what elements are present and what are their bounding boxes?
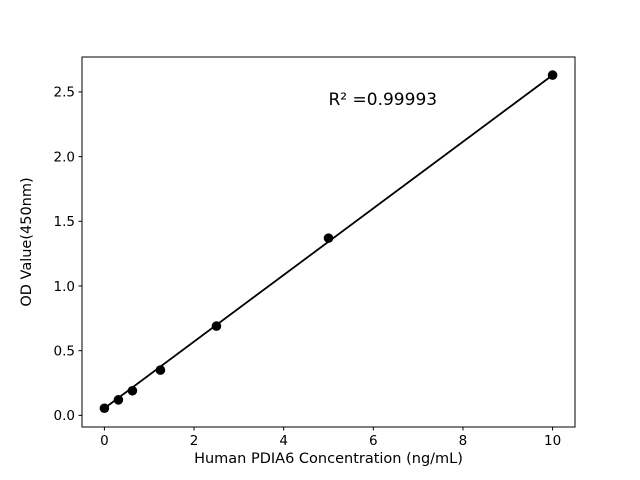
y-tick-label: 0.0 [54, 408, 75, 424]
y-tick-label: 1.0 [54, 279, 75, 295]
y-tick-label: 0.5 [54, 343, 75, 359]
x-tick-label: 4 [279, 433, 288, 449]
y-tick-label: 2.0 [54, 149, 75, 165]
x-tick-label: 6 [369, 433, 378, 449]
y-tick-label: 2.5 [54, 85, 75, 101]
data-point-marker [99, 403, 110, 414]
r-squared-annotation: R² =0.99993 [329, 90, 438, 110]
x-tick-label: 0 [100, 433, 109, 449]
x-tick-label: 10 [544, 433, 561, 449]
plot-layer: 0 2 4 6 8 10 0.0 0.5 1.0 1.5 2.0 2.5 [54, 56, 576, 449]
y-tick-label: 1.5 [54, 214, 75, 230]
data-point-marker [113, 395, 124, 405]
x-tick-label: 2 [190, 433, 199, 449]
data-point-marker [547, 70, 558, 80]
x-axis-label: Human PDIA6 Concentration (ng/mL) [194, 451, 463, 467]
data-point-marker [127, 385, 138, 396]
axes-box [81, 56, 576, 428]
data-point-marker [155, 365, 166, 375]
data-point-marker [211, 321, 222, 331]
x-tick-label: 8 [459, 433, 468, 449]
data-point-marker [323, 233, 334, 243]
y-axis-label: OD Value(450nm) [19, 177, 35, 306]
